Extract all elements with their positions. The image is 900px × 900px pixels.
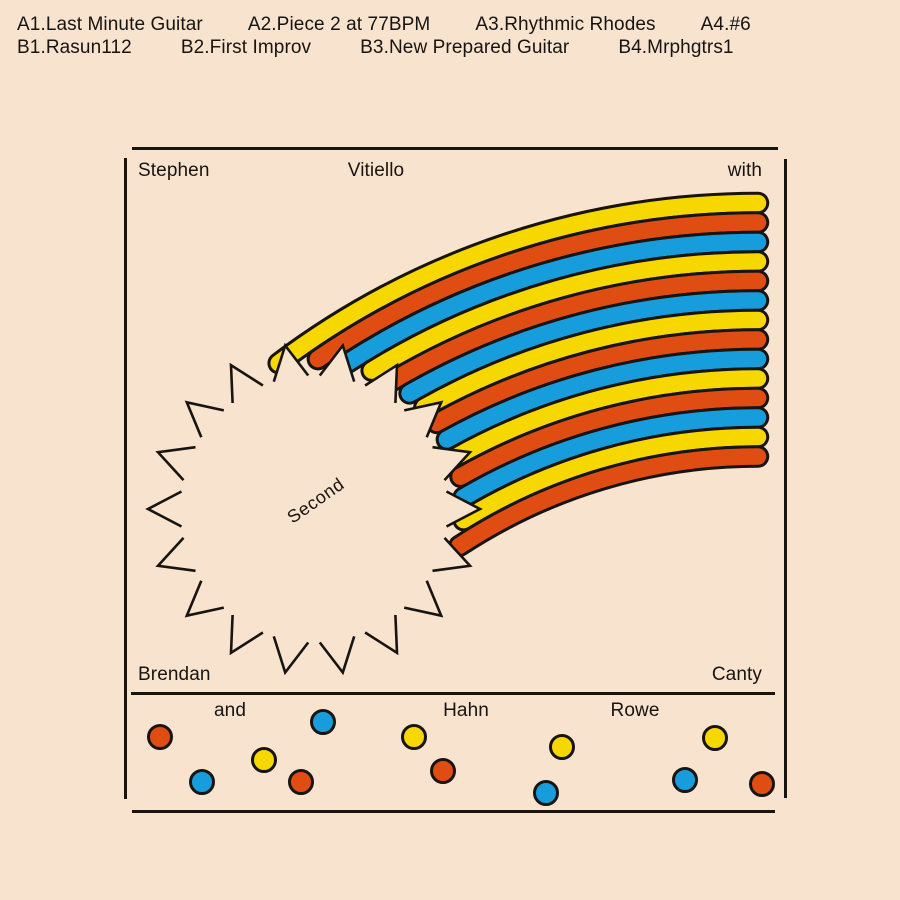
- frame-right-line: [784, 159, 787, 798]
- starburst-spike-line: [364, 362, 399, 404]
- blue-dot: [310, 709, 336, 735]
- starburst-spike-line: [432, 537, 473, 573]
- starburst-spike-line: [272, 342, 310, 382]
- track-b1: B1.Rasun112: [17, 37, 132, 58]
- artist-word-canty: Canty: [711, 664, 762, 685]
- starburst-spike-line: [155, 445, 196, 481]
- starburst-spike-line: [229, 362, 264, 404]
- blue-dot: [672, 767, 698, 793]
- stripe-arc: [401, 292, 767, 402]
- track-b4: B4.Mrphgtrs1: [618, 37, 734, 58]
- yellow-dot: [549, 734, 575, 760]
- stripe-arc: [428, 331, 767, 432]
- stripe-arc: [452, 389, 767, 485]
- stripe-arc: [455, 409, 767, 506]
- blue-dot: [189, 769, 215, 795]
- frame-divider-line: [131, 692, 775, 695]
- stripe-arc: [363, 253, 767, 379]
- starburst-spike-line: [403, 580, 444, 618]
- stripe-arc: [383, 272, 767, 390]
- strip-word-rowe: Rowe: [610, 700, 660, 721]
- frame-bottom-line: [132, 810, 775, 813]
- starburst-spike-line: [184, 580, 225, 618]
- starburst-spike-line: [145, 490, 183, 528]
- frame-left-line: [124, 158, 127, 799]
- strip-word-and: and: [213, 700, 247, 721]
- artist-word-with: with: [727, 160, 762, 181]
- tracklist-side-b: B1.Rasun112 B2.First Improv B3.New Prepa…: [17, 36, 751, 59]
- stripe-arc: [455, 428, 767, 529]
- starburst-spike-line: [445, 490, 483, 528]
- stripe-arc: [270, 194, 767, 372]
- yellow-dot: [702, 725, 728, 751]
- track-a1: A1.Last Minute Guitar: [17, 14, 203, 35]
- starburst-spike-line: [318, 342, 356, 382]
- tracklist: A1.Last Minute Guitar A2.Piece 2 at 77BP…: [17, 13, 751, 59]
- starburst-spike-line: [272, 636, 310, 676]
- artist-word-brendan: Brendan: [138, 664, 211, 685]
- track-a3: A3.Rhythmic Rhodes: [475, 14, 656, 35]
- yellow-dot: [401, 724, 427, 750]
- orange-dot: [430, 758, 456, 784]
- track-b2: B2.First Improv: [180, 37, 312, 58]
- stripe-arc: [451, 448, 767, 555]
- orange-dot: [147, 724, 173, 750]
- starburst-spike-line: [184, 400, 225, 438]
- frame-top-line: [132, 147, 778, 150]
- tracklist-side-a: A1.Last Minute Guitar A2.Piece 2 at 77BP…: [17, 13, 751, 36]
- starburst-spike-line: [364, 614, 399, 656]
- starburst-spike-line: [155, 537, 196, 573]
- track-b3: B3.New Prepared Guitar: [360, 37, 570, 58]
- artist-word-stephen: Stephen: [138, 160, 210, 181]
- artist-word-vitiello: Vitiello: [347, 160, 405, 181]
- blue-dot: [533, 780, 559, 806]
- stripe-arc: [438, 350, 767, 448]
- starburst-spike-line: [432, 445, 473, 481]
- stripe-arc: [446, 370, 767, 466]
- starburst-spike-line: [229, 614, 264, 656]
- track-a4: A4.#6: [700, 14, 751, 35]
- starburst-fill: [148, 345, 480, 673]
- starburst-spike-line: [403, 400, 444, 438]
- strip-word-hahn: Hahn: [443, 700, 489, 721]
- track-a2: A2.Piece 2 at 77BPM: [247, 14, 431, 35]
- stripe-arc: [339, 233, 767, 372]
- yellow-dot: [251, 747, 277, 773]
- orange-dot: [288, 769, 314, 795]
- starburst-spike-line: [318, 636, 356, 676]
- stripe-arc: [309, 214, 767, 368]
- stripe-arc: [416, 311, 767, 416]
- orange-dot: [749, 771, 775, 797]
